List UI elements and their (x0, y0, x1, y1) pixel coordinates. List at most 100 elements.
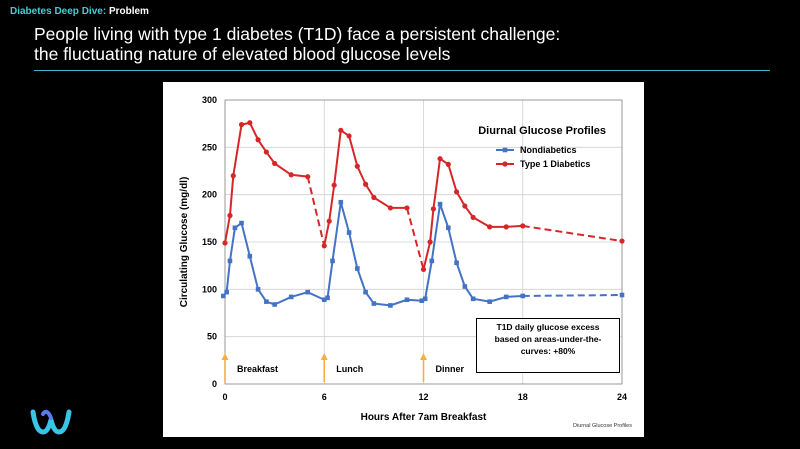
data-point (288, 294, 294, 300)
series-line (323, 129, 407, 246)
meal-arrow-head-icon (221, 353, 229, 360)
data-point (338, 199, 344, 205)
data-point (454, 260, 459, 266)
y-tick-label: 200 (202, 190, 217, 200)
data-point (363, 289, 368, 295)
data-point (487, 224, 493, 230)
data-point (227, 258, 233, 264)
header-section: Problem (108, 6, 149, 17)
annotation-box: T1D daily glucose excess based on areas-… (476, 318, 620, 373)
header-tag: Diabetes Deep Dive: Problem (10, 6, 149, 17)
data-point (520, 293, 526, 299)
y-tick-label: 0 (212, 379, 217, 389)
header-brand: Diabetes Deep Dive: (10, 6, 107, 17)
data-point (338, 127, 344, 133)
chart-panel: 0 50 100 150 200 250 300 0 6 12 18 24 Hours After 7a… (163, 82, 644, 437)
data-point (232, 225, 238, 231)
data-point (255, 287, 261, 292)
series-line-dashed (405, 207, 425, 270)
data-point (238, 122, 245, 128)
x-tick-label: 18 (518, 392, 528, 402)
data-point (330, 258, 335, 264)
data-point (437, 156, 443, 162)
data-point (346, 230, 352, 235)
annotation-line-3: curves: +80% (520, 346, 576, 356)
y-tick-label: 50 (207, 332, 217, 342)
data-point (239, 220, 244, 226)
series-line-dashed (522, 294, 623, 297)
data-point (346, 133, 352, 139)
meal-label: Lunch (336, 364, 363, 374)
source-caption: Diurnal Glucose Profiles (573, 423, 632, 429)
data-point (363, 181, 369, 187)
y-tick-label: 250 (202, 142, 217, 152)
data-point (227, 212, 233, 219)
data-point (221, 293, 226, 299)
meal-label: Dinner (436, 364, 465, 374)
data-point (487, 299, 492, 304)
data-point (305, 174, 311, 180)
data-point (503, 224, 509, 230)
data-point (288, 172, 294, 178)
data-point (222, 240, 228, 246)
data-point (321, 297, 327, 303)
y-tick-label: 100 (202, 284, 217, 294)
legend-marker (502, 147, 508, 153)
data-point (404, 205, 410, 211)
data-point (331, 182, 337, 188)
x-tick-label: 6 (322, 392, 327, 402)
data-point (371, 194, 377, 201)
data-point (427, 239, 433, 245)
brand-logo-icon (30, 409, 72, 435)
data-point (445, 161, 451, 167)
data-point (422, 296, 428, 302)
data-point (247, 253, 253, 259)
data-point (305, 289, 311, 295)
data-point (263, 149, 269, 155)
data-point (429, 258, 435, 264)
meal-arrow-head-icon (320, 353, 328, 360)
data-point (462, 284, 468, 289)
y-axis-label: Circulating Glucose (mg/dl) (179, 177, 190, 308)
data-point (387, 205, 394, 211)
annotation-line-1: T1D daily glucose excess (496, 322, 600, 332)
data-point (255, 137, 261, 143)
data-point (520, 223, 526, 229)
data-point (619, 238, 625, 244)
data-point (437, 201, 443, 207)
slide-title-line-1: People living with type 1 diabetes (T1D)… (34, 24, 561, 44)
y-tick-label: 300 (202, 95, 217, 105)
meal-arrow-head-icon (420, 353, 427, 360)
x-axis-label: Hours After 7am Breakfast (361, 412, 487, 423)
series-line-dashed (522, 224, 623, 243)
data-point (470, 214, 476, 220)
legend-label: Type 1 Diabetics (520, 159, 590, 169)
data-point (470, 296, 476, 302)
x-tick-label: 0 (222, 392, 227, 402)
x-tick-label: 12 (418, 392, 428, 402)
title-rule (34, 70, 770, 71)
data-point (230, 173, 236, 179)
y-tick-label: 150 (202, 237, 217, 247)
slide-title-line-2: the fluctuating nature of elevated blood… (34, 44, 451, 64)
data-point (264, 299, 269, 304)
data-point (404, 297, 410, 303)
data-point (419, 298, 425, 303)
data-point (453, 189, 460, 195)
slide-title: People living with type 1 diabetes (T1D)… (34, 24, 560, 64)
glucose-chart: 0 50 100 150 200 250 300 0 6 12 18 24 Hours After 7a… (179, 95, 627, 423)
data-point (462, 203, 468, 209)
data-point (325, 295, 330, 301)
data-point (326, 218, 332, 224)
data-point (321, 243, 327, 249)
data-point (272, 160, 278, 167)
data-point (371, 301, 377, 306)
data-point (388, 303, 393, 308)
data-point (446, 225, 451, 231)
data-point (224, 289, 229, 295)
legend-label: Nondiabetics (520, 145, 577, 155)
data-point (619, 292, 625, 298)
data-point (272, 302, 277, 307)
data-point (355, 266, 360, 271)
data-point (430, 206, 437, 212)
